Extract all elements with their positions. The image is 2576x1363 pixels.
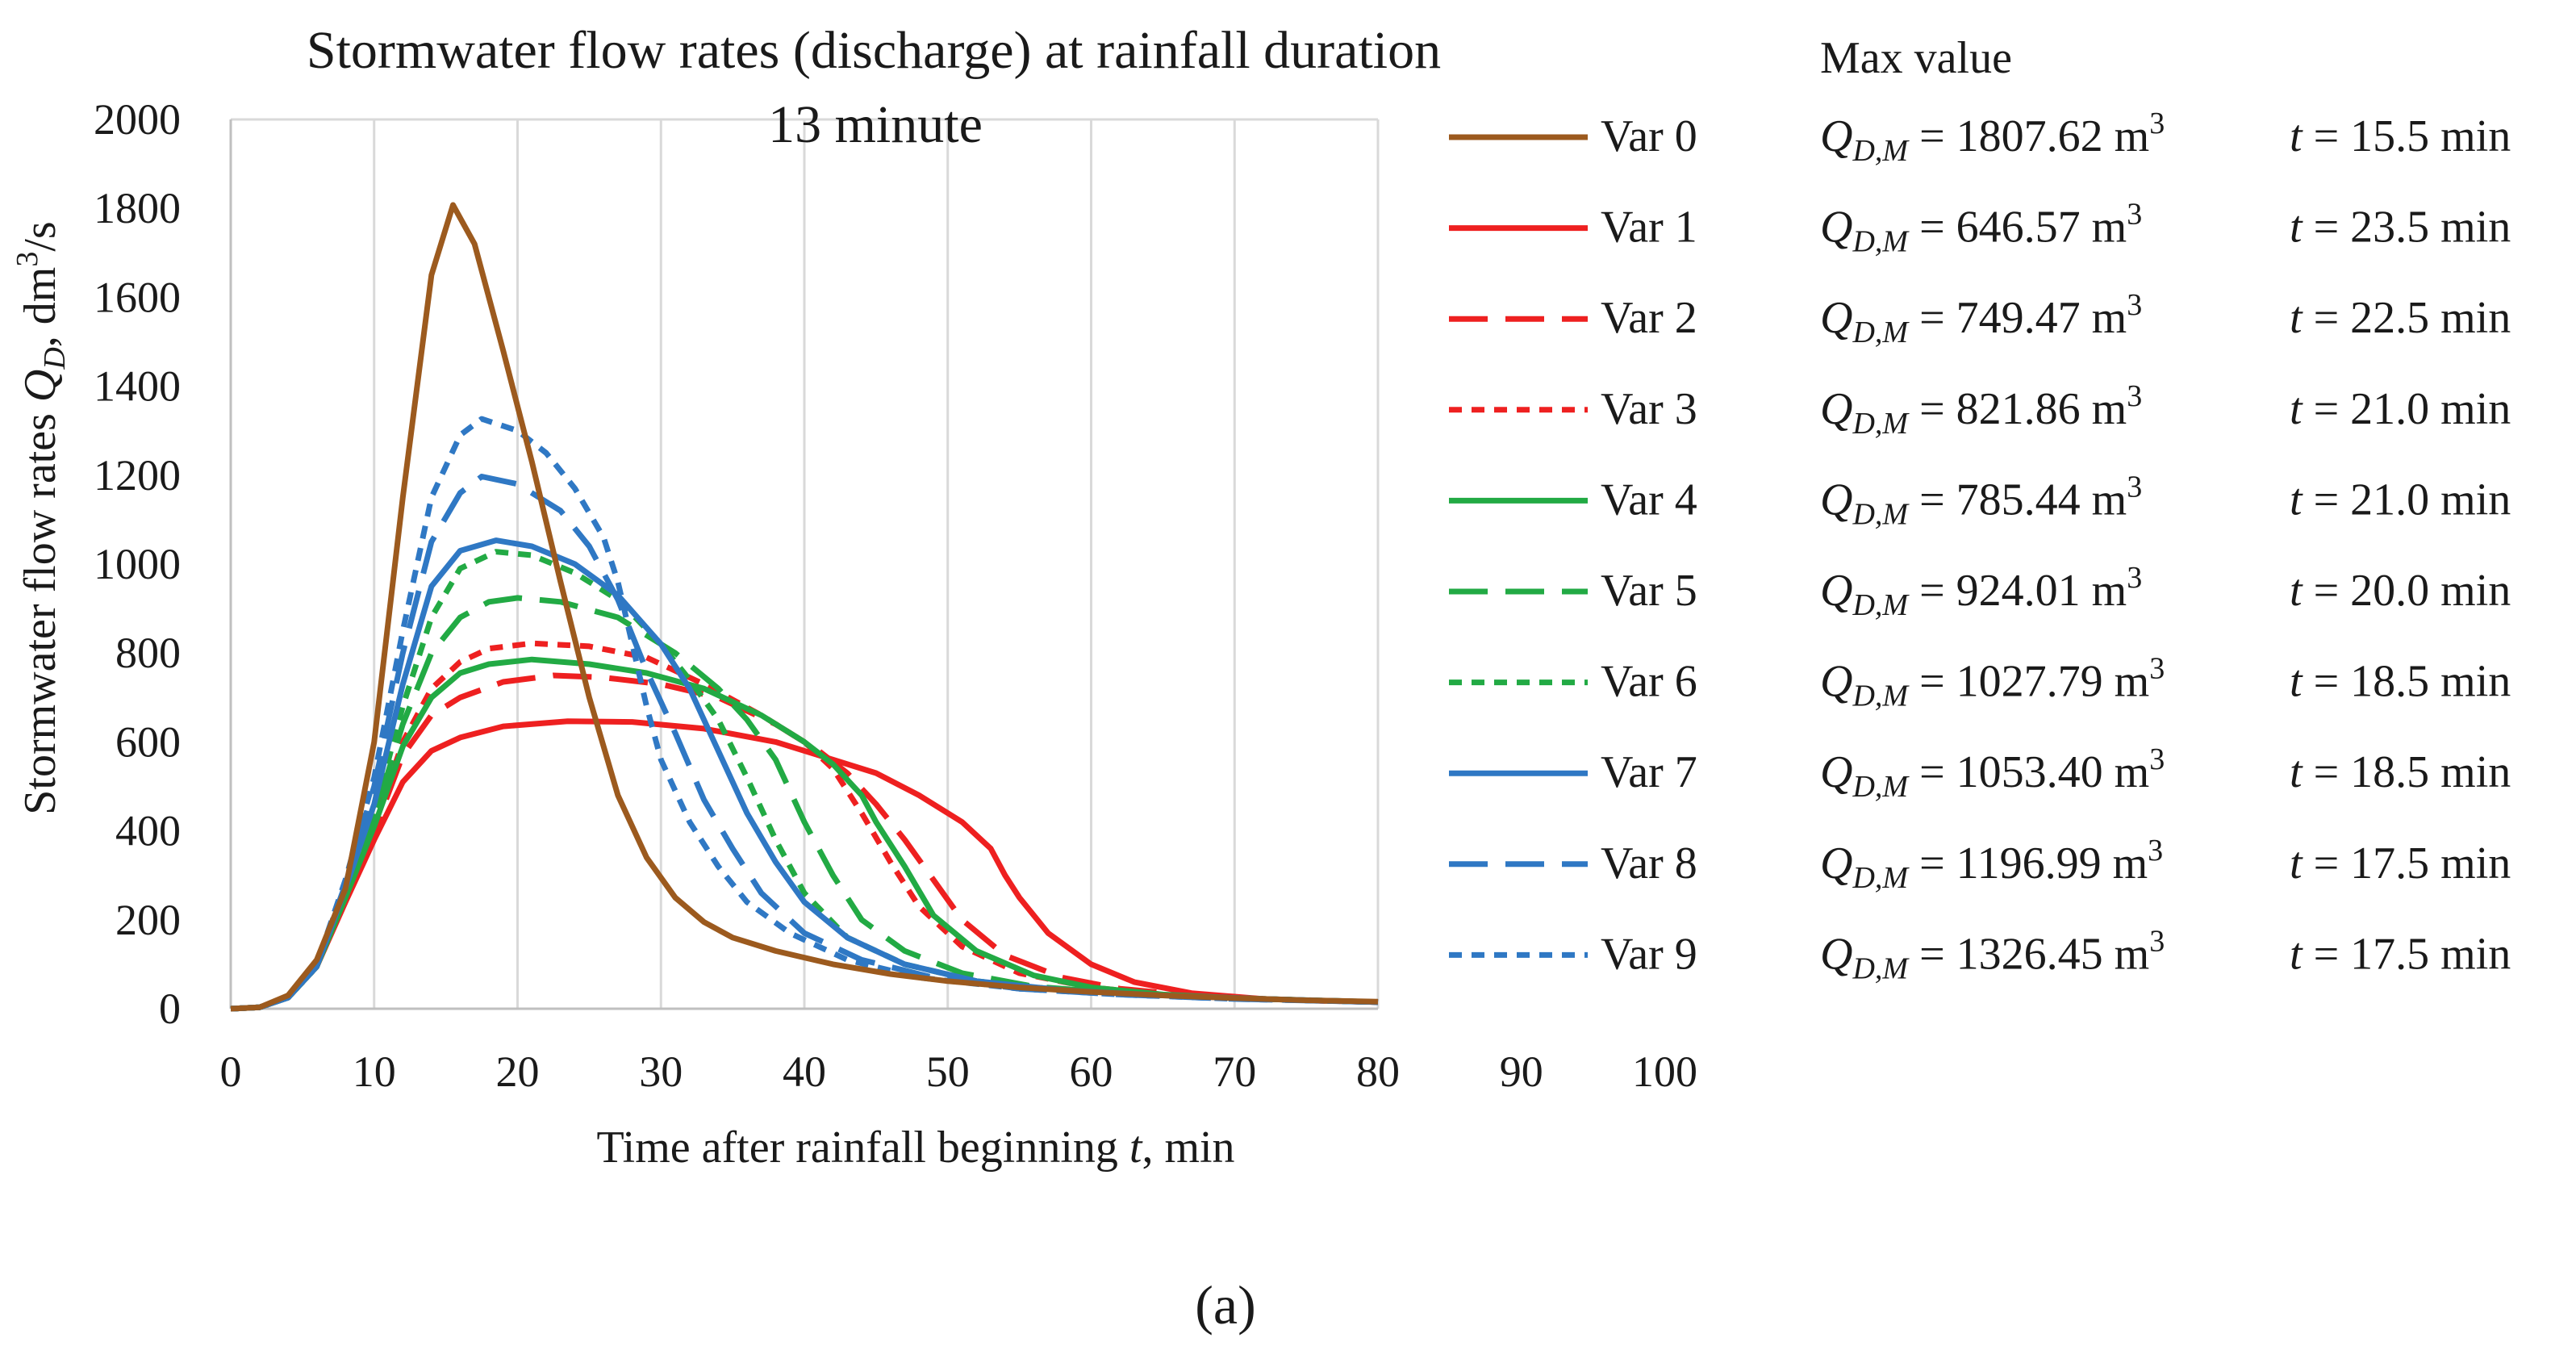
- legend-label-var-8: Var 8: [1601, 838, 1697, 888]
- max-time-var-2: t = 22.5 min: [2290, 293, 2511, 343]
- legend: Max value Var 0 QD,M = 1807.62 m3 t = 15.5…: [1449, 33, 2511, 985]
- x-tick-90: 90: [1500, 1047, 1543, 1096]
- legend-label-var-9: Var 9: [1601, 929, 1697, 979]
- max-time-var-9: t = 17.5 min: [2290, 929, 2511, 979]
- legend-header: Max value: [1820, 33, 2012, 83]
- max-time-var-6: t = 18.5 min: [2290, 657, 2511, 707]
- legend-label-var-2: Var 2: [1601, 293, 1697, 343]
- max-time-var-1: t = 23.5 min: [2290, 203, 2511, 253]
- x-tick-30: 30: [639, 1047, 683, 1096]
- chart-title-line1: Stormwater flow rates (discharge) at rai…: [307, 21, 1441, 80]
- gridlines: [231, 118, 1380, 1009]
- legend-label-var-4: Var 4: [1601, 475, 1697, 525]
- legend-label-var-0: Var 0: [1601, 111, 1697, 161]
- y-tick-200: 200: [115, 896, 181, 944]
- max-value-var-6: QD,M = 1027.79 m3: [1820, 652, 2165, 713]
- y-tick-400: 400: [115, 807, 181, 855]
- y-tick-labels: 0 200 400 600 800 1000 1200 1400 1600 1800 2000: [94, 95, 181, 1033]
- x-tick-80: 80: [1356, 1047, 1400, 1096]
- max-time-var-3: t = 21.0 min: [2290, 384, 2511, 434]
- legend-label-var-5: Var 5: [1601, 566, 1697, 616]
- y-tick-600: 600: [115, 717, 181, 766]
- max-value-var-5: QD,M = 924.01 m3: [1820, 561, 2142, 622]
- figure-caption: (a): [1195, 1274, 1255, 1336]
- series-line-var-4: [230, 656, 1379, 1012]
- x-tick-0: 0: [220, 1047, 242, 1096]
- x-tick-100: 100: [1632, 1047, 1697, 1096]
- x-tick-60: 60: [1070, 1047, 1113, 1096]
- y-tick-1200: 1200: [94, 451, 181, 500]
- legend-label-var-1: Var 1: [1601, 203, 1697, 253]
- y-tick-1600: 1600: [94, 273, 181, 321]
- max-time-var-8: t = 17.5 min: [2290, 838, 2511, 888]
- legend-label-var-6: Var 6: [1601, 657, 1697, 707]
- y-tick-1000: 1000: [94, 540, 181, 588]
- legend-label-var-7: Var 7: [1601, 747, 1697, 797]
- max-value-var-3: QD,M = 821.86 m3: [1820, 379, 2142, 441]
- max-value-var-0: QD,M = 1807.62 m3: [1820, 107, 2165, 168]
- max-value-var-4: QD,M = 785.44 m3: [1820, 470, 2142, 531]
- x-tick-70: 70: [1213, 1047, 1256, 1096]
- max-time-var-5: t = 20.0 min: [2290, 566, 2511, 616]
- x-tick-40: 40: [783, 1047, 826, 1096]
- y-tick-1400: 1400: [94, 362, 181, 411]
- series-line-var-9: [230, 416, 1379, 1012]
- x-axis-label: Time after rainfall beginning t, min: [596, 1123, 1234, 1173]
- max-time-var-7: t = 18.5 min: [2290, 747, 2511, 797]
- max-value-var-1: QD,M = 646.57 m3: [1820, 198, 2142, 259]
- series-lines: [230, 202, 1379, 1012]
- y-axis-label: Stormwater flow rates QD, dm3/s: [10, 221, 72, 814]
- x-tick-labels: 0 10 20 30 40 50 60 70 80 90 100: [220, 1047, 1698, 1096]
- max-time-var-0: t = 15.5 min: [2290, 111, 2511, 161]
- x-tick-50: 50: [926, 1047, 970, 1096]
- max-value-var-8: QD,M = 1196.99 m3: [1820, 834, 2163, 895]
- axes: [229, 119, 1378, 1010]
- y-tick-1800: 1800: [94, 184, 181, 232]
- y-tick-2000: 2000: [94, 95, 181, 144]
- series-line-var-0: [230, 202, 1379, 1012]
- max-value-var-7: QD,M = 1053.40 m3: [1820, 742, 2165, 804]
- legend-label-var-3: Var 3: [1601, 384, 1697, 434]
- x-tick-20: 20: [496, 1047, 540, 1096]
- max-time-var-4: t = 21.0 min: [2290, 475, 2511, 525]
- y-tick-800: 800: [115, 629, 181, 677]
- max-value-var-2: QD,M = 749.47 m3: [1820, 288, 2142, 349]
- x-tick-10: 10: [353, 1047, 396, 1096]
- chart-title-line2: 13 minute: [768, 95, 983, 154]
- y-tick-0: 0: [159, 985, 181, 1033]
- max-value-var-9: QD,M = 1326.45 m3: [1820, 924, 2165, 985]
